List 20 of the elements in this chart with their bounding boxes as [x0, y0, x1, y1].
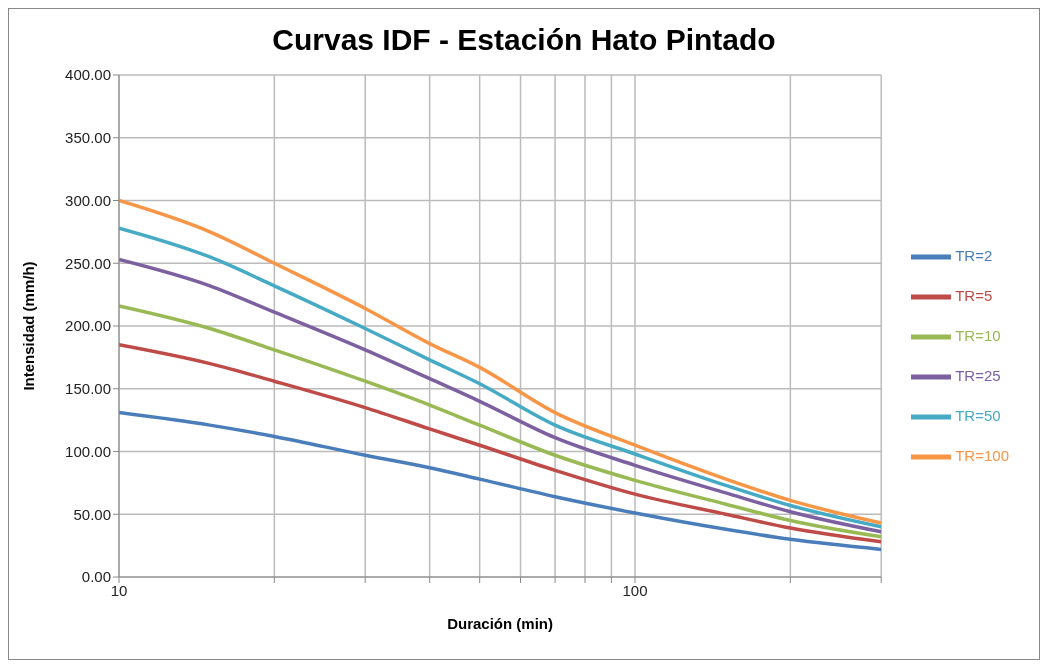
x-axis-title: Duración (min)	[447, 615, 554, 632]
y-tick-label: 50.00	[73, 505, 111, 523]
legend-label: TR=25	[955, 366, 1001, 384]
y-tick-label: 250.00	[65, 254, 111, 272]
x-tick-label: 100	[622, 581, 648, 599]
legend-label: TR=100	[955, 446, 1009, 464]
chart-title: Curvas IDF - Estación Hato Pintado	[271, 23, 777, 58]
y-tick-label: 150.00	[65, 380, 111, 398]
x-tick-label: 10	[110, 581, 128, 599]
y-tick-label: 350.00	[65, 129, 111, 147]
legend-label: TR=50	[955, 406, 1001, 424]
legend-label: TR=10	[955, 326, 1001, 344]
y-tick-label: 100.00	[65, 442, 111, 460]
y-tick-label: 300.00	[65, 191, 111, 209]
y-tick-label: 400.00	[65, 66, 111, 84]
legend-label: TR=2	[955, 246, 993, 264]
y-axis-title: Intensidad (mm/h)	[20, 261, 38, 391]
y-tick-label: 200.00	[65, 317, 111, 335]
y-tick-label: 0.00	[81, 568, 111, 586]
legend-label: TR=5	[955, 286, 993, 304]
